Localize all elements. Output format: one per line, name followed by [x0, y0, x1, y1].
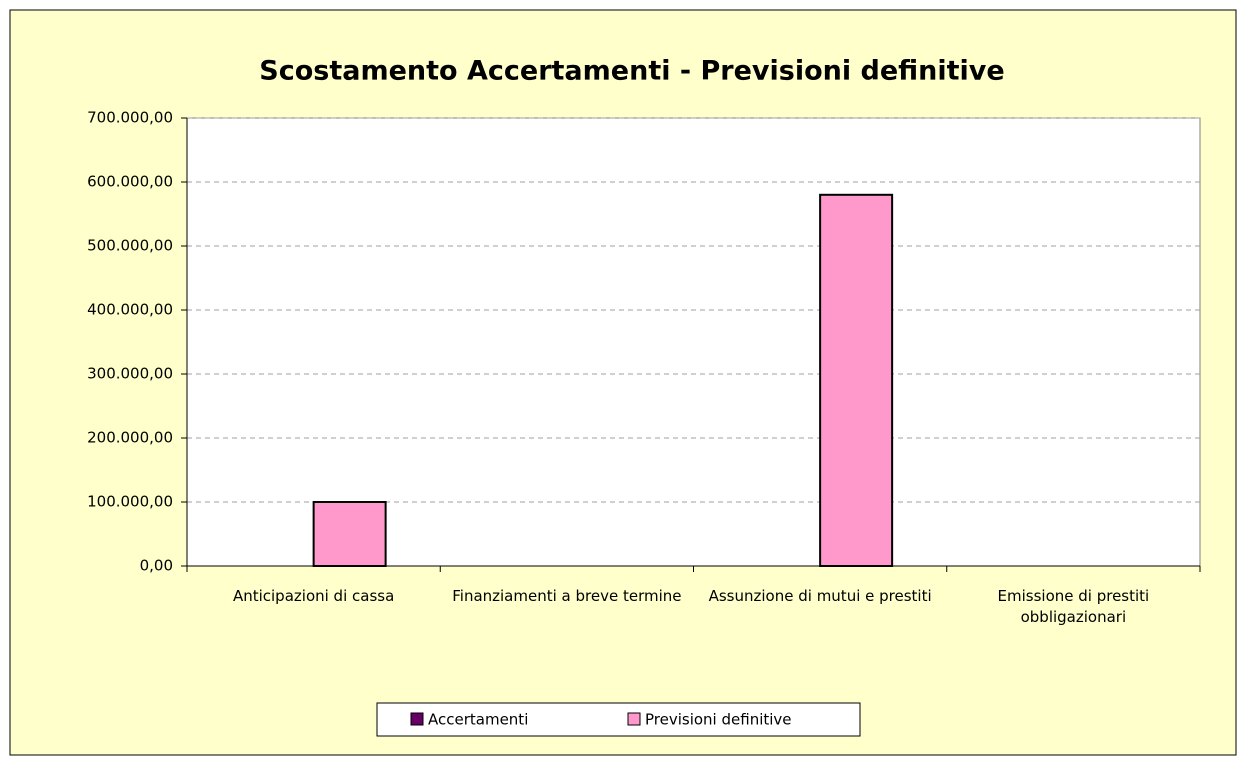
y-tick-label: 400.000,00	[87, 301, 173, 319]
y-tick-label: 500.000,00	[87, 237, 173, 255]
y-tick-label: 600.000,00	[87, 173, 173, 191]
bar	[312, 501, 387, 567]
y-tick-label: 0,00	[140, 557, 173, 575]
legend	[376, 702, 861, 737]
legend-swatch	[410, 712, 424, 726]
chart-title: Scostamento Accertamenti - Previsioni de…	[259, 56, 1004, 87]
y-tick-label: 300.000,00	[87, 365, 173, 383]
y-tick-label: 200.000,00	[87, 429, 173, 447]
plot-area	[186, 117, 1201, 567]
x-tick-label: Finanziamenti a breve termine	[452, 587, 682, 605]
legend-label: Previsioni definitive	[645, 711, 792, 729]
y-tick-label: 100.000,00	[87, 493, 173, 511]
legend-swatch	[627, 712, 641, 726]
x-tick-label: Emissione di prestiti obbligazionari	[997, 587, 1150, 626]
x-tick-label: Anticipazioni di cassa	[232, 587, 395, 605]
x-tick-label: Assunzione di mutui e prestiti	[708, 587, 932, 605]
y-tick-label: 700.000,00	[87, 109, 173, 127]
bar	[819, 193, 894, 568]
legend-label: Accertamenti	[428, 711, 528, 729]
